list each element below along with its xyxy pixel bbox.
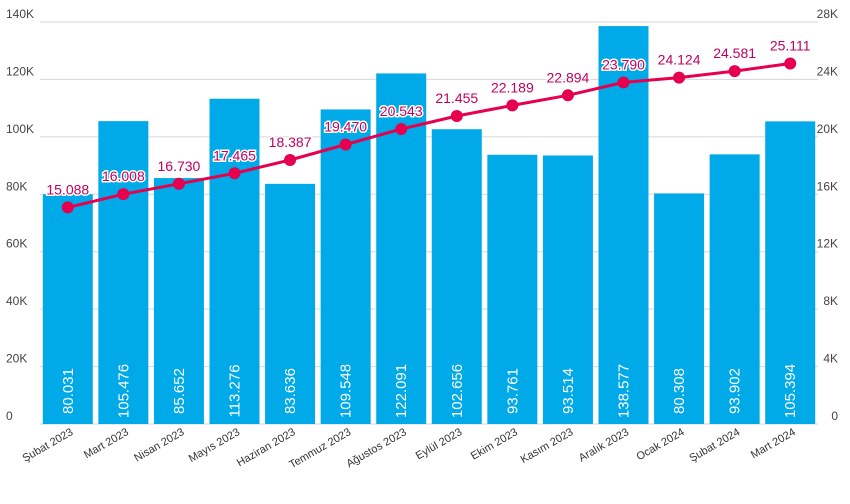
y2-axis-tick-label: 28K	[817, 7, 838, 21]
bar	[98, 121, 149, 424]
line-value-label: 19.470	[324, 118, 367, 134]
bar-value-label: 138.577	[616, 364, 633, 418]
line-point	[117, 188, 130, 201]
x-axis-tick-label: Ocak 2024	[634, 426, 686, 463]
y-axis-tick-label: 140K	[6, 7, 34, 21]
y-axis-tick-label: 60K	[6, 237, 27, 251]
line-point	[450, 109, 463, 122]
line-point	[784, 57, 797, 70]
line-value-label: 15.088	[46, 181, 89, 197]
bar-value-label: 85.652	[171, 368, 188, 414]
line-value-label: 24.581	[713, 45, 756, 61]
line-point	[172, 177, 185, 190]
y2-axis-tick-label: 4K	[823, 352, 838, 366]
bar	[598, 26, 649, 425]
y-axis-tick-label: 40K	[6, 294, 27, 308]
x-axis-tick-label: Ağustos 2023	[344, 426, 408, 470]
bar	[153, 178, 204, 424]
bar-value-label: 122.091	[393, 364, 410, 418]
bar	[431, 129, 482, 424]
x-axis-tick-label: Eylül 2023	[414, 426, 464, 462]
y2-axis-tick-label: 24K	[817, 64, 838, 78]
line-point	[617, 76, 630, 89]
line-point	[395, 123, 408, 136]
x-axis-tick-label: Ekim 2023	[469, 426, 520, 462]
line-point	[61, 201, 74, 214]
bar	[320, 109, 371, 425]
line-value-label: 22.894	[547, 69, 590, 85]
x-axis-tick-label: Şubat 2023	[21, 426, 76, 465]
x-axis-tick-label: Mart 2024	[749, 426, 798, 461]
y2-axis-tick-label: 12K	[817, 237, 838, 251]
y-axis-tick-label: 120K	[6, 64, 34, 78]
bar-value-label: 102.656	[449, 364, 466, 418]
line-value-label: 17.465	[213, 147, 256, 163]
bar-value-label: 93.514	[560, 368, 577, 414]
line-value-label: 25.111	[770, 37, 811, 53]
line-value-label: 23.790	[602, 56, 645, 72]
x-axis-tick-label: Şubat 2024	[687, 426, 742, 465]
line-value-label: 20.543	[380, 103, 423, 119]
y2-axis-tick-label: 20K	[817, 122, 838, 136]
y2-axis-tick-label: 0	[831, 409, 838, 423]
bar	[709, 154, 760, 424]
bar-value-label: 109.548	[338, 364, 355, 418]
bar-value-label: 83.636	[282, 368, 299, 414]
y2-axis-tick-label: 8K	[823, 294, 838, 308]
line-value-label: 21.455	[435, 90, 478, 106]
line-point	[673, 71, 686, 84]
line-point	[728, 65, 741, 78]
line-point	[561, 89, 574, 102]
x-axis-tick-label: Nisan 2023	[132, 426, 186, 464]
line-point	[506, 99, 519, 112]
y-axis-tick-label: 20K	[6, 352, 27, 366]
y2-axis-tick-label: 16K	[817, 179, 838, 193]
x-axis-tick-label: Temmuz 2023	[287, 426, 353, 471]
line-point	[228, 167, 241, 180]
bar-value-label: 80.031	[60, 368, 77, 414]
y-axis-tick-label: 100K	[6, 122, 34, 136]
bar-value-label: 105.476	[115, 364, 132, 418]
bar	[765, 121, 816, 425]
line-value-label: 22.189	[491, 79, 534, 95]
line-value-label: 18.387	[269, 134, 312, 150]
bar-value-label: 93.761	[504, 368, 521, 414]
line-value-label: 16.730	[158, 158, 201, 174]
x-axis-tick-label: Aralık 2023	[577, 426, 631, 464]
series-line	[67, 62, 791, 209]
bar-value-label: 105.394	[782, 364, 799, 418]
bar	[542, 155, 593, 424]
x-axis-tick-label: Kasım 2023	[519, 426, 576, 466]
bar	[265, 183, 316, 424]
bar	[487, 154, 538, 425]
bar	[42, 194, 93, 424]
bar	[654, 193, 705, 424]
bar	[209, 98, 260, 424]
y-axis-tick-label: 80K	[6, 179, 27, 193]
x-axis-tick-label: Mayıs 2023	[187, 426, 242, 465]
line-value-label: 24.124	[658, 52, 701, 68]
bar-value-label: 80.308	[671, 368, 688, 414]
line-point	[284, 154, 297, 167]
y-axis-tick-label: 0	[6, 409, 13, 423]
line-point	[339, 138, 352, 151]
bar-value-label: 93.902	[727, 368, 744, 414]
x-axis-tick-label: Mart 2023	[82, 426, 131, 461]
line-value-label: 16.008	[102, 168, 145, 184]
bar-value-label: 113.276	[227, 364, 244, 417]
